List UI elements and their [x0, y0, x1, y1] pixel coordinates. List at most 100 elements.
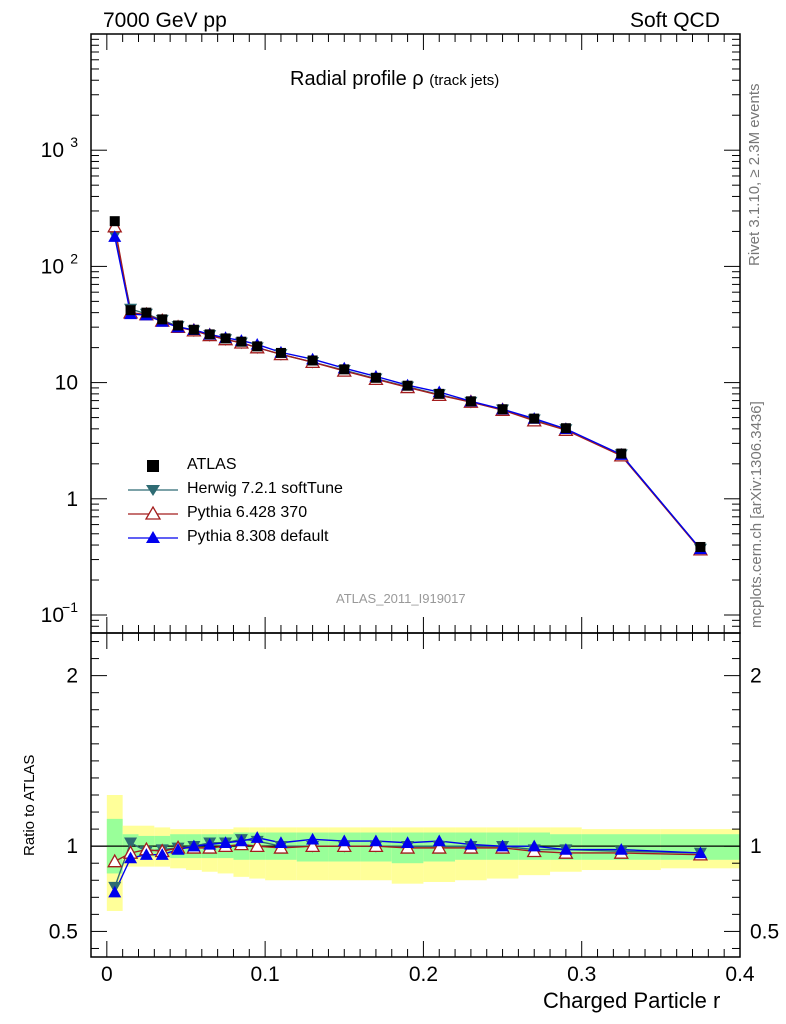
legend-entry-atlas: ATLAS — [122, 454, 402, 478]
ratio-line-herwig — [114, 838, 701, 888]
tick-label: 10 — [41, 255, 64, 278]
ratio-point-pythia8 — [203, 837, 217, 850]
ratio-point-pythia8 — [693, 846, 707, 859]
main-line-pythia8 — [114, 236, 701, 550]
main-point-atlas — [497, 404, 508, 415]
tick-label: 0.5 — [750, 920, 779, 943]
ratio-point-pythia6 — [249, 838, 265, 853]
legend-entry-pythia8: Pythia 8.308 default — [122, 526, 402, 550]
side-text-rivet: Rivet 3.1.10, ≥ 2.3M events — [746, 83, 763, 267]
main-point-atlas — [370, 372, 381, 383]
ratio-point-pythia6 — [305, 838, 321, 853]
ratio-plot-frame — [90, 632, 741, 958]
legend-marker-square-icon — [147, 460, 159, 472]
ratio-line-pythia6 — [114, 843, 701, 863]
tick-label: 10 — [41, 604, 64, 627]
ratio-point-pythia8 — [527, 839, 541, 852]
main-point-atlas — [616, 448, 627, 459]
legend-marker-triangle-up-icon — [128, 531, 178, 543]
ratio-point-herwig — [124, 837, 138, 850]
main-point-atlas — [434, 388, 445, 399]
main-point-atlas — [204, 329, 215, 340]
ratio-point-pythia8 — [559, 843, 573, 855]
ratio-point-pythia8 — [401, 836, 415, 848]
x-axis-label: Charged Particle r — [543, 988, 721, 1013]
tick-label: 2 — [66, 665, 78, 688]
main-point-atlas — [109, 216, 120, 227]
tick-label: 0 — [101, 963, 113, 986]
analysis-watermark: ATLAS_2011_I919017 — [336, 591, 466, 606]
header-process: Soft QCD — [630, 9, 720, 32]
ratio-point-pythia8 — [432, 834, 446, 847]
axis-ticks — [91, 34, 741, 957]
ratio-point-pythia8 — [464, 837, 478, 850]
legend-entry-pythia6: Pythia 6.428 370 — [122, 502, 402, 526]
main-point-atlas — [560, 423, 571, 434]
main-point-atlas — [125, 305, 136, 316]
tick-label: 0.4 — [725, 963, 755, 986]
ratio-point-pythia8 — [234, 834, 248, 847]
ratio-point-pythia8 — [496, 839, 510, 852]
ratio-point-pythia8 — [369, 834, 383, 847]
tick-label: 0.1 — [251, 963, 280, 986]
tick-label: 0.2 — [409, 963, 438, 986]
ratio-point-pythia8 — [250, 831, 264, 843]
tick-label: 3 — [70, 134, 78, 150]
main-point-atlas — [465, 396, 476, 407]
legend-label: Pythia 6.428 370 — [187, 504, 308, 521]
main-point-atlas — [529, 413, 540, 424]
ratio-point-pythia8 — [614, 843, 628, 855]
legend-entry-herwig: Herwig 7.2.1 softTune — [122, 478, 402, 502]
main-point-atlas — [339, 364, 350, 375]
plot-title-sub: (track jets) — [429, 72, 500, 89]
main-point-atlas — [275, 347, 286, 358]
ratio-point-pythia6 — [431, 840, 447, 854]
tick-label: 0.5 — [49, 920, 78, 943]
ratio-point-pythia8 — [306, 832, 320, 845]
ratio-point-pythia6 — [107, 853, 123, 868]
main-point-atlas — [141, 307, 152, 318]
ratio-point-pythia8 — [108, 885, 122, 898]
tick-label: 1 — [750, 835, 762, 858]
ratio-y-axis-label: Ratio to ATLAS — [21, 754, 38, 856]
side-text-mcplots: mcplots.cern.ch [arXiv:1306.3436] — [748, 401, 765, 628]
legend-label: Herwig 7.2.1 softTune — [187, 480, 343, 497]
plot-series — [107, 216, 709, 898]
ratio-point-pythia8 — [155, 848, 169, 860]
tick-label: 10 — [55, 372, 78, 395]
header-energy: 7000 GeV pp — [103, 9, 227, 32]
tick-label: 1 — [66, 835, 78, 858]
tick-label: 10 — [41, 139, 64, 162]
tick-label: 1 — [66, 488, 78, 511]
legend-label: ATLAS — [187, 456, 237, 473]
main-point-atlas — [307, 355, 318, 366]
ratio-point-pythia8 — [337, 834, 351, 847]
tick-label: 2 — [70, 250, 78, 266]
main-point-atlas — [220, 333, 231, 344]
legend-marker-triangle-down-icon — [128, 485, 178, 496]
main-point-atlas — [695, 541, 706, 552]
tick-label: 0.3 — [567, 963, 596, 986]
tick-label: −1 — [62, 599, 78, 615]
ratio-point-pythia8 — [171, 843, 185, 855]
main-point-atlas — [236, 336, 247, 347]
ratio-point-pythia8 — [124, 851, 138, 864]
ratio-line-pythia8 — [114, 836, 701, 893]
legend-label: Pythia 8.308 default — [187, 528, 329, 545]
plot-title: Radial profile ρ (track jets) — [290, 68, 499, 91]
plot-title-main: Radial profile ρ — [290, 68, 424, 90]
ratio-point-pythia8 — [219, 836, 233, 848]
ratio-point-pythia8 — [139, 848, 153, 860]
main-point-atlas — [173, 320, 184, 331]
legend: ATLAS Herwig 7.2.1 softTune Pythia 6.428… — [122, 454, 402, 550]
ratio-point-pythia8 — [187, 839, 201, 852]
ratio-point-pythia8 — [274, 836, 288, 848]
tick-label: 2 — [750, 665, 762, 688]
main-point-atlas — [157, 314, 168, 325]
main-point-atlas — [188, 324, 199, 335]
legend-marker-triangle-open-icon — [128, 505, 178, 520]
main-point-atlas — [402, 380, 413, 391]
main-point-atlas — [252, 341, 263, 352]
